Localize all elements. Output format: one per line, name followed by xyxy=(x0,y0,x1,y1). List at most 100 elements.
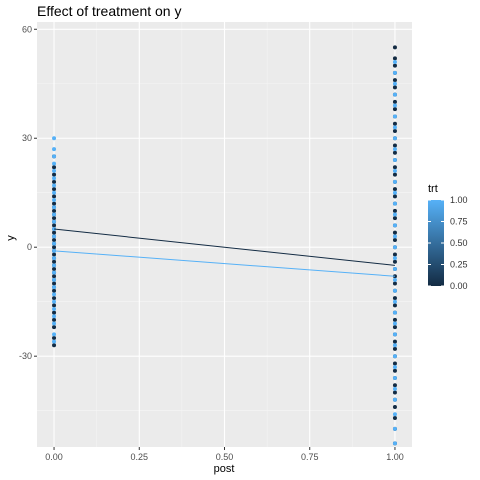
data-point xyxy=(392,147,397,152)
data-point xyxy=(392,114,397,119)
data-point xyxy=(392,259,397,264)
data-point xyxy=(392,441,397,446)
data-point xyxy=(52,205,57,210)
x-tick-label: 1.00 xyxy=(386,452,404,462)
data-point xyxy=(392,92,397,97)
data-point xyxy=(52,267,57,272)
legend-ticks: 1.00 0.75 0.50 0.25 0.00 xyxy=(428,195,468,291)
data-point xyxy=(52,281,57,286)
data-point xyxy=(392,216,397,221)
data-point xyxy=(52,263,57,268)
data-point xyxy=(52,303,57,308)
data-point xyxy=(52,336,57,341)
data-point xyxy=(52,299,57,304)
data-point xyxy=(52,245,57,250)
data-point xyxy=(52,325,57,330)
fit-line xyxy=(54,250,395,277)
x-tick-label: 0.25 xyxy=(131,452,149,462)
data-point xyxy=(392,165,397,170)
data-point xyxy=(392,172,397,177)
data-point xyxy=(392,212,397,217)
data-point xyxy=(392,143,397,148)
data-point xyxy=(392,234,397,239)
data-point xyxy=(52,161,57,166)
data-point xyxy=(392,397,397,402)
x-axis-ticks: 0.00 0.25 0.50 0.75 1.00 xyxy=(45,447,404,462)
legend-tick-label: 0.00 xyxy=(450,281,468,291)
data-point xyxy=(392,187,397,192)
data-point xyxy=(392,81,397,86)
data-point xyxy=(52,216,57,221)
data-point xyxy=(392,412,397,417)
data-point xyxy=(52,208,57,213)
fit-lines xyxy=(53,228,396,277)
data-point xyxy=(52,230,57,235)
data-point xyxy=(52,136,57,141)
data-point xyxy=(392,121,397,126)
data-point xyxy=(392,303,397,308)
y-tick-label: 0 xyxy=(27,242,32,252)
data-point xyxy=(52,168,57,173)
data-point xyxy=(52,154,57,159)
data-point xyxy=(52,190,57,195)
data-point xyxy=(392,386,397,391)
data-point xyxy=(52,310,57,315)
y-tick-label: -30 xyxy=(19,351,32,361)
data-point xyxy=(392,310,397,315)
data-point xyxy=(392,99,397,104)
data-point xyxy=(52,314,57,319)
data-point xyxy=(392,201,397,206)
data-point xyxy=(392,321,397,326)
x-tick-label: 0.50 xyxy=(216,452,234,462)
data-point xyxy=(392,230,397,235)
data-point xyxy=(392,194,397,199)
y-axis-title: y xyxy=(5,235,17,241)
legend-tick-label: 0.75 xyxy=(450,217,468,227)
x-axis-title: post xyxy=(214,463,235,475)
data-point xyxy=(52,274,57,279)
data-point xyxy=(392,267,397,272)
data-point xyxy=(392,59,397,64)
data-point xyxy=(52,201,57,206)
data-point xyxy=(392,354,397,359)
data-point xyxy=(52,147,57,152)
data-point xyxy=(52,197,57,202)
data-point xyxy=(52,183,57,188)
y-tick-label: 60 xyxy=(22,24,32,34)
data-point xyxy=(392,136,397,141)
data-point xyxy=(52,212,57,217)
data-point xyxy=(52,234,57,239)
data-point xyxy=(392,277,397,282)
data-point xyxy=(52,306,57,311)
data-point xyxy=(52,343,57,348)
data-point xyxy=(392,245,397,250)
data-point xyxy=(392,45,397,50)
data-point xyxy=(392,390,397,395)
data-point xyxy=(392,375,397,380)
data-point xyxy=(392,223,397,228)
data-point xyxy=(52,256,57,261)
data-point xyxy=(392,317,397,322)
data-point xyxy=(52,252,57,257)
data-point xyxy=(392,158,397,163)
data-point xyxy=(392,103,397,108)
data-point xyxy=(52,194,57,199)
data-point xyxy=(52,259,57,264)
chart-title: Effect of treatment on y xyxy=(37,3,181,19)
data-point xyxy=(52,165,57,170)
data-point xyxy=(392,107,397,112)
data-point xyxy=(52,292,57,297)
data-point xyxy=(392,339,397,344)
data-point xyxy=(52,332,57,337)
data-point xyxy=(52,288,57,293)
data-point xyxy=(392,85,397,90)
data-point xyxy=(392,190,397,195)
data-point xyxy=(392,63,397,68)
data-point xyxy=(392,168,397,173)
legend-tick-label: 0.50 xyxy=(450,238,468,248)
data-point xyxy=(392,56,397,61)
data-point xyxy=(52,223,57,228)
data-point xyxy=(52,270,57,275)
x-tick-label: 0.00 xyxy=(45,452,63,462)
data-point xyxy=(392,343,397,348)
